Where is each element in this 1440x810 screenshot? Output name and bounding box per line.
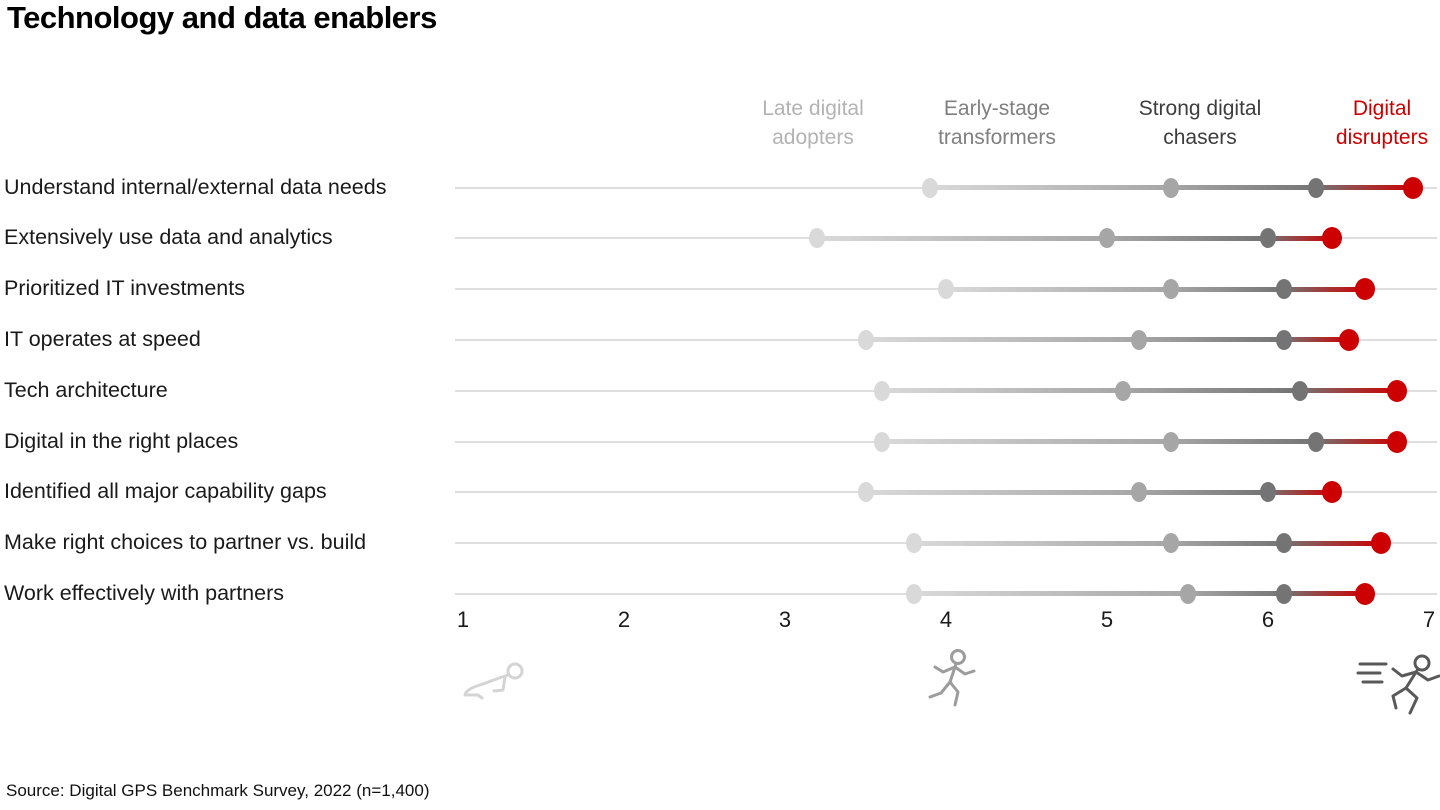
connector-segment bbox=[1139, 489, 1268, 495]
legend-item: Strong digital chasers bbox=[1138, 97, 1262, 149]
dot-strong-digital-chasers bbox=[1308, 177, 1325, 198]
row-label: IT operates at speed bbox=[4, 326, 201, 351]
row-label: Tech architecture bbox=[4, 377, 168, 402]
dot-digital-disrupters bbox=[1322, 481, 1343, 504]
connector-segment bbox=[946, 286, 1172, 292]
dot-strong-digital-chasers bbox=[1276, 279, 1293, 300]
connector-segment bbox=[1316, 439, 1397, 444]
connector-segment bbox=[1139, 337, 1285, 343]
x-axis-tick-label: 2 bbox=[617, 607, 631, 632]
dot-late-digital-adopters bbox=[921, 177, 938, 198]
connector-segment bbox=[1123, 388, 1301, 394]
connector-segment bbox=[1316, 185, 1413, 190]
source-note: Source: Digital GPS Benchmark Survey, 20… bbox=[6, 781, 430, 800]
dot-digital-disrupters bbox=[1386, 430, 1407, 453]
connector-segment bbox=[1107, 235, 1268, 241]
dot-digital-disrupters bbox=[1354, 278, 1375, 301]
dot-late-digital-adopters bbox=[873, 431, 890, 452]
sprinting-person-icon bbox=[1356, 654, 1440, 715]
connector-segment bbox=[1284, 337, 1349, 343]
dot-early-stage-transformers bbox=[1131, 482, 1148, 503]
x-axis-tick-label: 5 bbox=[1100, 607, 1114, 632]
connector-segment bbox=[1171, 185, 1317, 190]
legend-item: Digital disrupters bbox=[1335, 97, 1429, 149]
connector-segment bbox=[1187, 591, 1285, 597]
dot-late-digital-adopters bbox=[938, 279, 954, 300]
connector-segment bbox=[1171, 286, 1285, 292]
row-label: Work effectively with partners bbox=[4, 580, 285, 605]
dot-early-stage-transformers bbox=[1163, 279, 1180, 300]
dot-late-digital-adopters bbox=[857, 329, 874, 350]
row-label: Understand internal/external data needs bbox=[4, 174, 387, 199]
x-axis-tick-label: 7 bbox=[1422, 607, 1436, 632]
connector-segment bbox=[881, 439, 1172, 444]
dot-early-stage-transformers bbox=[1163, 533, 1180, 554]
connector-segment bbox=[1268, 489, 1333, 495]
dot-late-digital-adopters bbox=[905, 533, 922, 554]
connector-segment bbox=[1284, 540, 1381, 546]
connector-segment bbox=[1284, 286, 1365, 292]
dot-early-stage-transformers bbox=[1179, 583, 1196, 604]
dot-digital-disrupters bbox=[1370, 532, 1391, 555]
legend-item: Early-stage transformers bbox=[938, 97, 1056, 149]
connector-segment bbox=[1284, 591, 1365, 597]
dot-late-digital-adopters bbox=[873, 380, 890, 401]
connector-segment bbox=[913, 591, 1188, 597]
connector-segment bbox=[881, 388, 1124, 394]
dot-digital-disrupters bbox=[1338, 328, 1359, 351]
dot-early-stage-transformers bbox=[1131, 329, 1148, 350]
dot-digital-disrupters bbox=[1386, 379, 1407, 402]
dot-early-stage-transformers bbox=[1115, 380, 1132, 401]
x-axis-tick-label: 1 bbox=[456, 607, 470, 632]
dot-late-digital-adopters bbox=[809, 228, 826, 249]
dot-strong-digital-chasers bbox=[1308, 431, 1325, 452]
dot-strong-digital-chasers bbox=[1260, 228, 1276, 249]
connector-segment bbox=[1171, 540, 1285, 546]
row-label: Identified all major capability gaps bbox=[4, 479, 327, 504]
row-label: Prioritized IT investments bbox=[4, 276, 245, 301]
dot-strong-digital-chasers bbox=[1276, 329, 1293, 350]
connector-segment bbox=[865, 337, 1140, 343]
dot-digital-disrupters bbox=[1402, 176, 1423, 199]
connector-segment bbox=[913, 540, 1172, 546]
x-axis-tick-label: 3 bbox=[778, 607, 792, 632]
dot-digital-disrupters bbox=[1322, 227, 1343, 250]
running-person-icon bbox=[928, 649, 976, 707]
dot-early-stage-transformers bbox=[1099, 228, 1115, 249]
dot-strong-digital-chasers bbox=[1260, 482, 1276, 503]
x-axis-tick-label: 6 bbox=[1261, 607, 1275, 632]
dot-early-stage-transformers bbox=[1163, 177, 1180, 198]
chart-title: Technology and data enablers bbox=[7, 0, 437, 35]
dot-strong-digital-chasers bbox=[1276, 583, 1293, 604]
dot-early-stage-transformers bbox=[1163, 431, 1180, 452]
row-label: Digital in the right places bbox=[4, 428, 239, 453]
crawling-person-icon bbox=[463, 662, 524, 700]
connector-segment bbox=[817, 235, 1107, 241]
dot-digital-disrupters bbox=[1354, 582, 1375, 605]
dot-late-digital-adopters bbox=[905, 583, 922, 604]
row-label: Extensively use data and analytics bbox=[4, 225, 333, 250]
connector-segment bbox=[1300, 388, 1397, 394]
row-label: Make right choices to partner vs. build bbox=[4, 530, 367, 555]
dot-strong-digital-chasers bbox=[1276, 533, 1293, 554]
legend-item: Late digital adopters bbox=[762, 97, 864, 149]
dot-strong-digital-chasers bbox=[1292, 380, 1309, 401]
connector-segment bbox=[1268, 235, 1333, 241]
connector-segment bbox=[865, 489, 1140, 495]
connector-segment bbox=[1171, 439, 1317, 444]
x-axis-tick-label: 4 bbox=[939, 607, 953, 632]
connector-segment bbox=[929, 185, 1172, 190]
dot-late-digital-adopters bbox=[857, 482, 874, 503]
